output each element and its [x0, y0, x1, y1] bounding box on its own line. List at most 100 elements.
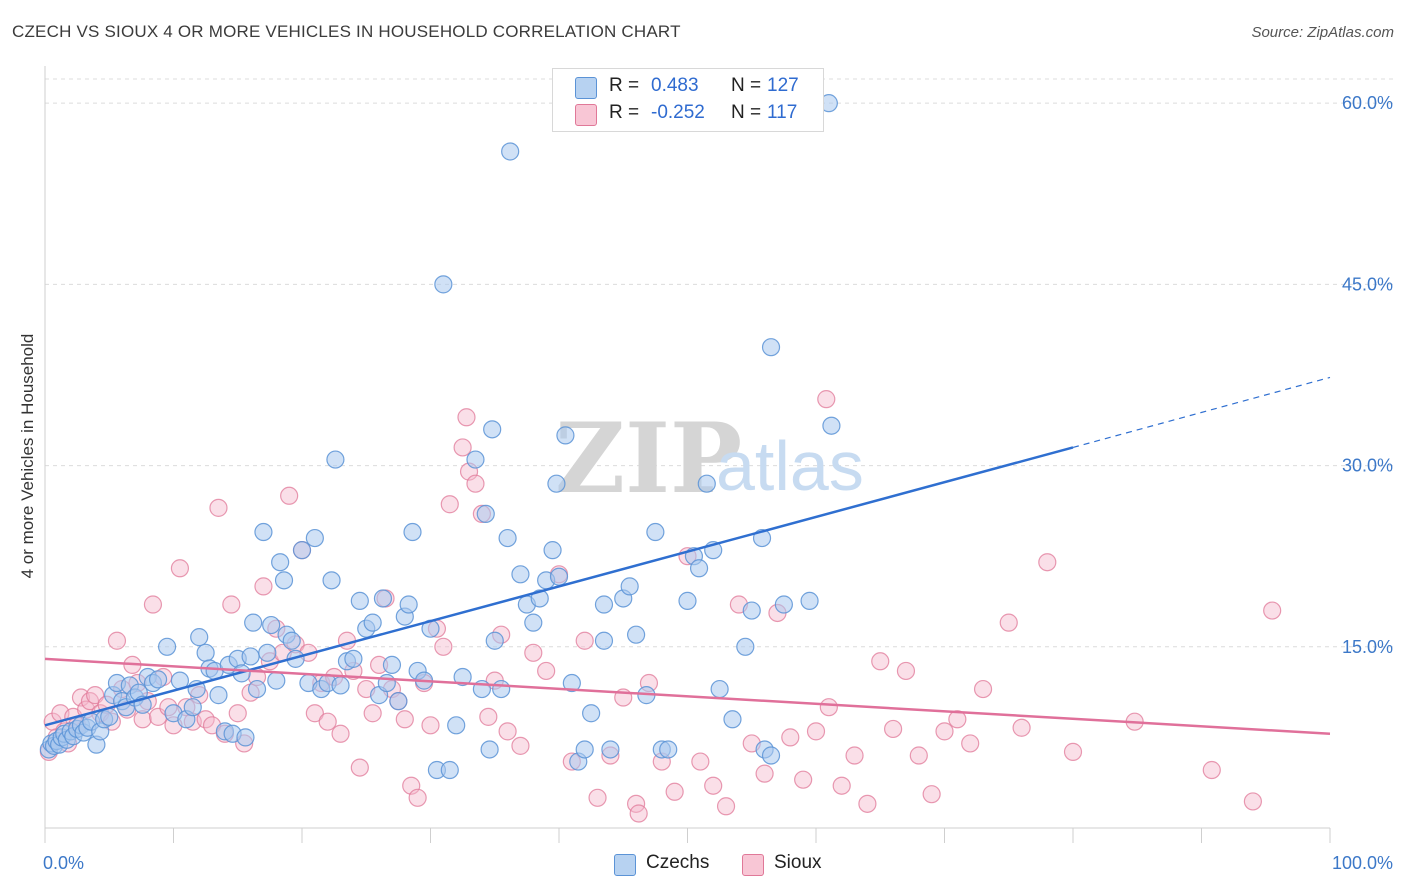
czech-point: [292, 541, 312, 560]
czech-point: [331, 676, 350, 695]
czech-point: [678, 591, 697, 610]
sioux-point: [228, 704, 247, 723]
czech-r-label: R =: [609, 75, 640, 96]
sioux-point: [254, 577, 273, 596]
sioux-point: [434, 637, 453, 656]
sioux-point: [395, 710, 414, 729]
czech-point: [344, 649, 363, 668]
czech-point: [305, 528, 324, 548]
chart-title: CZECH VS SIOUX 4 OR MORE VEHICLES IN HOU…: [12, 22, 681, 41]
czech-point: [742, 601, 761, 620]
czech-point: [262, 615, 281, 635]
sioux-legend-swatch: [742, 854, 764, 876]
sioux-n-label: N =: [731, 102, 762, 123]
sioux-point: [511, 736, 530, 755]
sioux-point: [453, 438, 472, 457]
y-tick-label: 60.0%: [1342, 93, 1393, 113]
sioux-point: [1263, 601, 1282, 620]
sioux-point: [794, 770, 813, 789]
sioux-point: [832, 776, 851, 795]
czech-n-label: N =: [731, 75, 762, 96]
y-tick-label: 30.0%: [1342, 456, 1393, 476]
czech-point: [241, 647, 260, 666]
czech-point: [209, 686, 228, 705]
czech-point: [485, 631, 504, 650]
sioux-point: [1202, 760, 1221, 780]
czech-point: [646, 522, 665, 542]
sioux-point: [222, 595, 241, 614]
czech-point: [601, 740, 620, 759]
sioux-point: [524, 643, 543, 662]
sioux-point: [280, 486, 299, 505]
czech-point: [761, 746, 781, 765]
sioux-point: [170, 559, 190, 578]
czech-point: [157, 637, 177, 656]
sioux-point: [466, 474, 485, 493]
czech-point: [350, 591, 369, 610]
sioux-point: [209, 498, 228, 517]
sioux-point: [1063, 742, 1083, 761]
sioux-point: [537, 661, 556, 681]
watermark-atlas: atlas: [716, 427, 864, 505]
czech-point: [183, 698, 202, 717]
czech-point: [236, 728, 255, 747]
czech-point: [556, 426, 575, 445]
czech-point: [399, 595, 418, 614]
czech-point: [453, 667, 472, 687]
czech-points: [39, 94, 841, 780]
sioux-point: [845, 746, 864, 765]
czech-point: [363, 613, 382, 632]
axes: [44, 66, 1331, 843]
czech-point: [447, 716, 466, 735]
sioux-point: [948, 710, 967, 729]
sioux-point: [575, 631, 594, 650]
sioux-point: [629, 804, 648, 823]
sioux-r-label: R =: [609, 102, 640, 123]
czech-point: [575, 740, 594, 759]
sioux-point: [363, 704, 382, 723]
czech-point: [594, 595, 614, 614]
sioux-point: [71, 688, 91, 707]
czech-point: [382, 655, 402, 675]
watermark: ZIP atlas: [555, 402, 864, 515]
sioux-point: [781, 728, 800, 747]
czech-point: [620, 577, 639, 596]
czech-point: [196, 643, 215, 662]
sioux-point: [922, 785, 941, 804]
y-tick-label: 45.0%: [1342, 274, 1393, 294]
sioux-point: [408, 788, 427, 807]
watermark-zip: ZIP: [555, 402, 742, 515]
sioux-point: [331, 724, 350, 743]
czech-trend-line: [44, 446, 1074, 727]
czech-point: [322, 571, 341, 590]
czech-point: [498, 528, 517, 548]
czech-point: [710, 679, 729, 699]
x-tick-label-min: 0.0%: [43, 853, 84, 873]
czech-point: [274, 571, 294, 590]
czech-point: [626, 625, 646, 644]
sioux-point: [704, 776, 723, 795]
czech-point: [440, 760, 459, 780]
sioux-point: [337, 631, 357, 650]
czech-n-value: 127: [767, 75, 799, 96]
czech-point: [254, 522, 273, 542]
czech-point: [480, 740, 499, 759]
sioux-point: [588, 788, 607, 807]
series-legend: Czechs Sioux: [0, 852, 1406, 878]
czech-point: [244, 613, 263, 632]
sioux-point: [1012, 718, 1031, 737]
czech-point: [697, 474, 716, 493]
sioux-point: [999, 613, 1018, 632]
czech-point: [723, 710, 742, 729]
czech-point: [466, 450, 485, 469]
sioux-point: [440, 495, 459, 514]
y-tick-label: 15.0%: [1342, 637, 1393, 657]
czech-point: [483, 420, 502, 439]
czech-point: [822, 416, 841, 435]
czech-point: [282, 631, 301, 650]
sioux-point: [479, 707, 498, 726]
sioux-point: [350, 758, 369, 777]
sioux-swatch: [575, 104, 597, 126]
sioux-point: [961, 734, 980, 753]
source-label: Source: ZipAtlas.com: [1251, 24, 1394, 41]
